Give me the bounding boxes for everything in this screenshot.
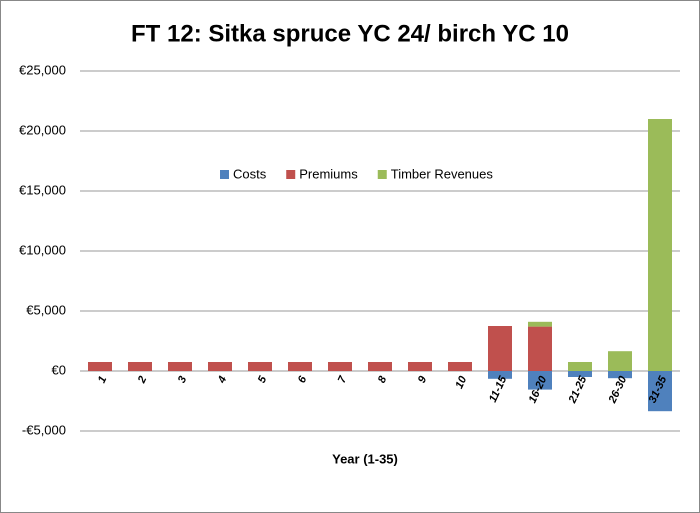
- legend-swatch: [220, 170, 229, 179]
- bar: [288, 362, 312, 371]
- x-tick-label: 8: [376, 374, 390, 385]
- x-tick-label: 10: [453, 374, 469, 391]
- y-tick-label: €15,000: [19, 182, 66, 197]
- legend-swatch: [377, 170, 387, 179]
- bar: [448, 362, 472, 371]
- bar: [648, 371, 672, 412]
- x-tick-label: 5: [256, 374, 270, 385]
- x-tick-label: 3: [176, 374, 189, 385]
- bar: [208, 362, 232, 371]
- bar: [608, 371, 632, 379]
- bar: [568, 371, 592, 377]
- bar: [568, 362, 592, 371]
- y-tick-label: €0: [52, 362, 66, 377]
- y-tick-label: €25,000: [19, 62, 66, 77]
- bar: [528, 371, 552, 390]
- x-tick-label: 2: [135, 374, 149, 386]
- legend-label: Premiums: [299, 166, 358, 181]
- y-tick-label: €5,000: [26, 302, 66, 317]
- bar: [608, 351, 632, 371]
- y-tick-label: -€5,000: [22, 422, 66, 437]
- bar: [648, 119, 672, 371]
- y-tick-label: €20,000: [19, 122, 66, 137]
- legend-label: Costs: [233, 166, 267, 181]
- x-tick-label: 6: [296, 374, 310, 385]
- x-tick-label: 4: [215, 374, 229, 386]
- bar: [128, 362, 152, 371]
- bar: [528, 326, 552, 371]
- bar: [168, 362, 192, 371]
- bar: [368, 362, 392, 371]
- bar: [248, 362, 272, 371]
- x-tick-label: 1: [96, 374, 109, 385]
- bar: [488, 371, 512, 379]
- chart-title: FT 12: Sitka spruce YC 24/ birch YC 10: [131, 20, 569, 47]
- x-tick-label: 7: [336, 374, 350, 385]
- legend-swatch: [286, 170, 296, 179]
- legend-label: Timber Revenues: [391, 166, 494, 181]
- bar: [328, 362, 352, 371]
- y-tick-label: €10,000: [19, 242, 66, 257]
- bar: [88, 362, 112, 371]
- bar: [528, 321, 552, 327]
- bar: [408, 362, 432, 371]
- x-axis-title: Year (1-35): [332, 451, 398, 466]
- bar: [488, 326, 512, 371]
- x-tick-label: 9: [416, 374, 430, 385]
